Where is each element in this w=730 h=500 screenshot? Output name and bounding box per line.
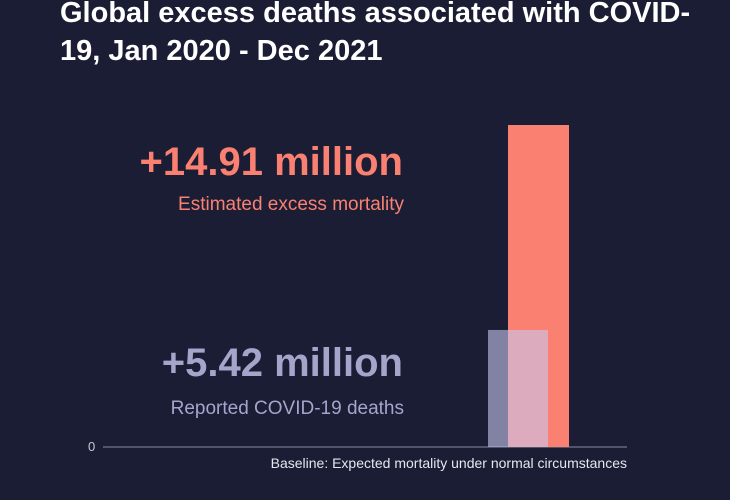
chart-title: Global excess deaths associated with COV… <box>60 0 691 67</box>
bar-reported-deaths <box>488 329 548 447</box>
baseline-label: Baseline: Expected mortality under norma… <box>270 455 627 471</box>
excess-mortality-label: Estimated excess mortality <box>178 194 404 215</box>
y-tick-label-zero: 0 <box>88 439 96 454</box>
bars-group <box>488 125 569 447</box>
reported-deaths-value: +5.42 million <box>161 341 403 385</box>
excess-mortality-value: +14.91 million <box>139 140 403 184</box>
reported-deaths-label: Reported COVID-19 deaths <box>170 398 404 419</box>
